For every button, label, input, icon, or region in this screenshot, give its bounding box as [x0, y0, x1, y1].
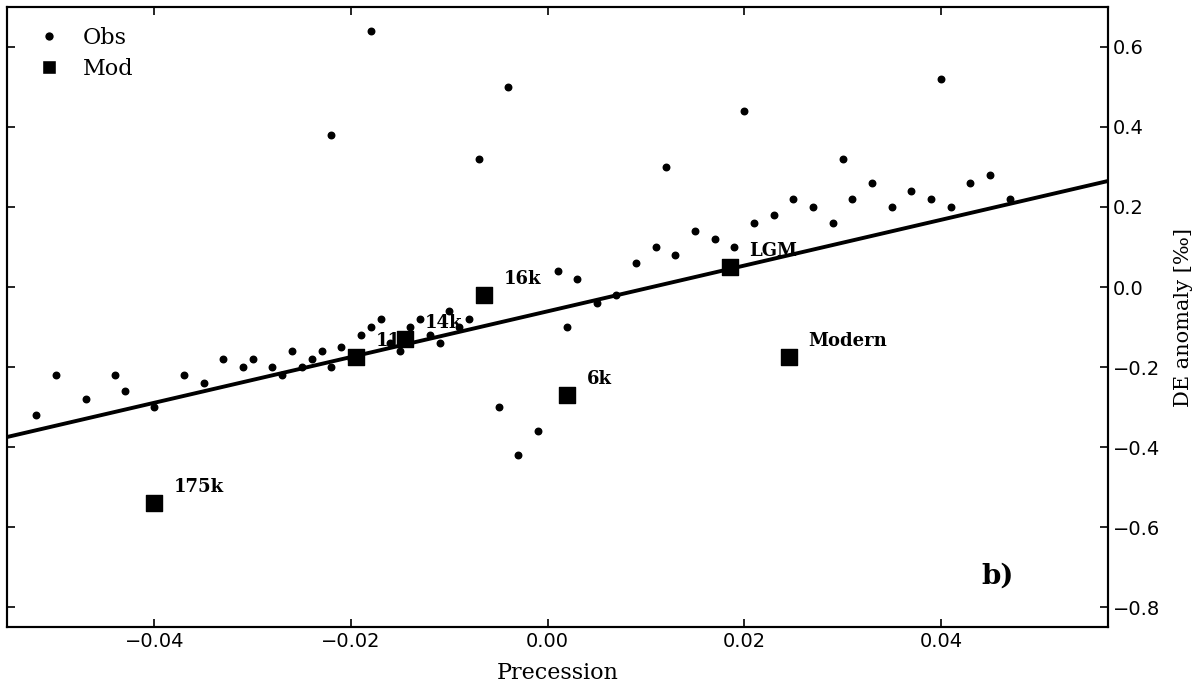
Point	[626, 258, 646, 269]
Point	[764, 209, 784, 220]
X-axis label: Precession: Precession	[497, 662, 618, 684]
Point	[469, 153, 488, 164]
Point	[706, 234, 725, 245]
Text: 14k: 14k	[425, 314, 462, 332]
Point	[804, 202, 823, 213]
Point	[499, 82, 518, 93]
Point	[744, 218, 763, 229]
Point	[106, 370, 125, 381]
Point	[842, 193, 862, 205]
Point	[47, 370, 66, 381]
Point	[823, 218, 842, 229]
Point	[410, 314, 430, 325]
Point	[922, 193, 941, 205]
Point	[263, 361, 282, 372]
Legend: Obs, Mod: Obs, Mod	[18, 18, 142, 88]
Point	[980, 169, 1000, 180]
Point	[115, 386, 134, 397]
Point	[528, 426, 547, 437]
Point	[450, 321, 469, 332]
Point	[420, 330, 439, 341]
Point	[396, 334, 415, 345]
Point	[352, 330, 371, 341]
Point	[361, 26, 380, 37]
Text: b): b)	[982, 563, 1014, 590]
Point	[902, 185, 922, 196]
Point	[347, 352, 366, 363]
Point	[244, 354, 263, 365]
Point	[302, 354, 322, 365]
Point	[558, 321, 577, 332]
Point	[784, 193, 803, 205]
Text: Modern: Modern	[808, 332, 887, 350]
Point	[607, 290, 626, 301]
Point	[342, 354, 361, 365]
Point	[361, 321, 380, 332]
Point	[145, 401, 164, 413]
Point	[214, 354, 233, 365]
Point	[145, 498, 164, 509]
Point	[439, 305, 458, 316]
Point	[312, 346, 331, 357]
Point	[322, 129, 341, 140]
Y-axis label: DE anomaly [‰]: DE anomaly [‰]	[1174, 227, 1193, 406]
Point	[725, 241, 744, 252]
Point	[174, 370, 193, 381]
Point	[941, 202, 960, 213]
Point	[460, 314, 479, 325]
Point	[194, 377, 214, 388]
Point	[430, 337, 449, 348]
Point	[833, 153, 852, 164]
Text: 16k: 16k	[504, 269, 541, 288]
Point	[685, 225, 704, 236]
Point	[474, 290, 493, 301]
Point	[401, 321, 420, 332]
Point	[322, 361, 341, 372]
Point	[380, 337, 400, 348]
Point	[1000, 193, 1019, 205]
Point	[233, 361, 252, 372]
Point	[647, 241, 666, 252]
Text: LGM: LGM	[749, 242, 797, 260]
Point	[548, 265, 568, 276]
Point	[26, 410, 46, 421]
Point	[656, 162, 676, 173]
Point	[558, 390, 577, 401]
Point	[882, 202, 901, 213]
Text: 6k: 6k	[587, 370, 612, 388]
Point	[390, 346, 409, 357]
Point	[509, 450, 528, 461]
Point	[282, 346, 301, 357]
Point	[961, 178, 980, 189]
Point	[931, 73, 950, 84]
Point	[331, 341, 350, 352]
Point	[666, 249, 685, 261]
Point	[720, 261, 739, 272]
Text: 11k: 11k	[376, 332, 413, 350]
Text: 175k: 175k	[174, 478, 224, 496]
Point	[488, 401, 508, 413]
Point	[371, 314, 390, 325]
Point	[863, 178, 882, 189]
Point	[76, 393, 95, 404]
Point	[272, 370, 292, 381]
Point	[734, 106, 754, 117]
Point	[568, 274, 587, 285]
Point	[293, 361, 312, 372]
Point	[779, 352, 798, 363]
Point	[587, 298, 606, 309]
